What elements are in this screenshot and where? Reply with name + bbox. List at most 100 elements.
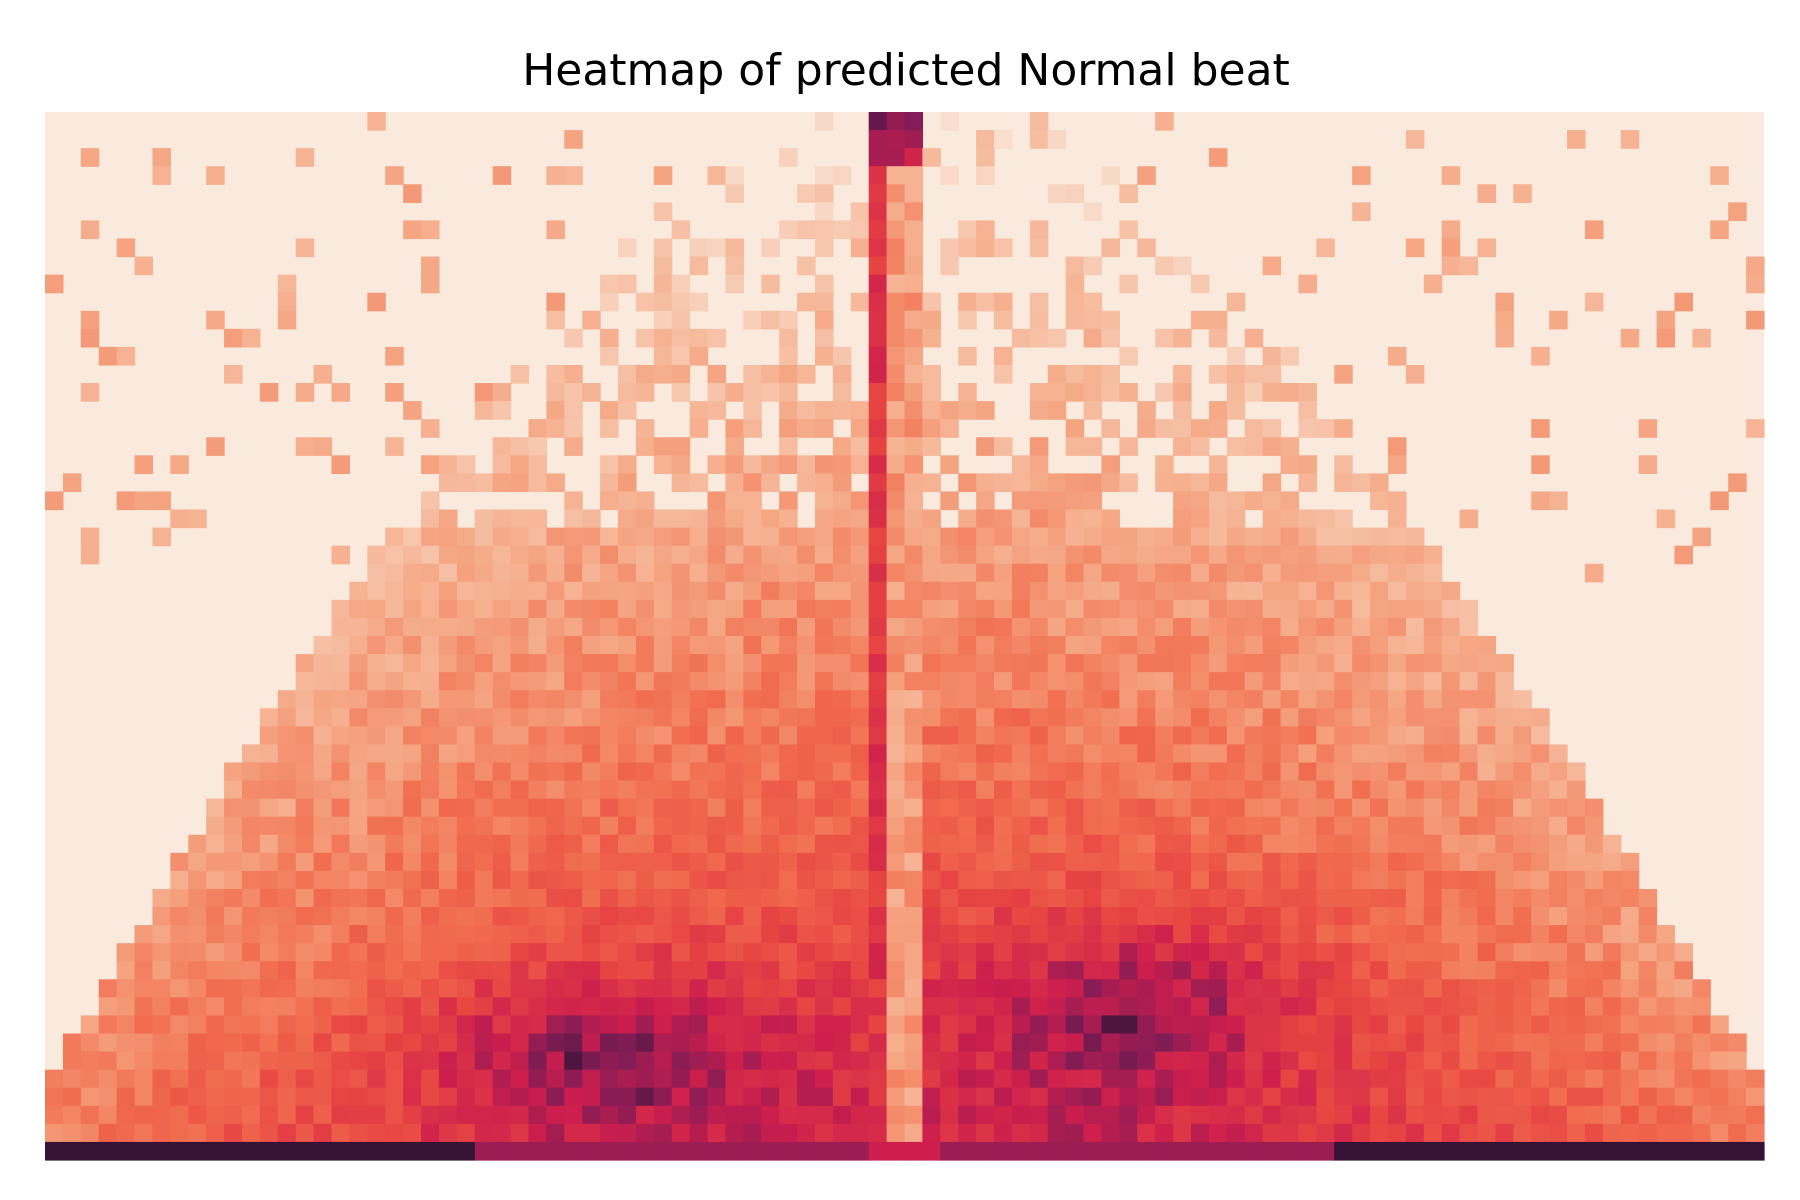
heatmap-cell [1370,527,1389,547]
heatmap-cell [797,870,816,890]
heatmap-cell [313,1123,333,1143]
heatmap-cell [653,527,673,547]
heatmap-cell [546,563,565,583]
heatmap-cell [1262,780,1282,800]
heatmap-cell [1567,798,1586,818]
heatmap-cell [1370,780,1389,800]
heatmap-cell [1226,852,1246,872]
heatmap-cell [170,455,189,474]
heatmap-cell [492,780,512,800]
heatmap-cell [510,852,530,872]
heatmap-cell [1101,383,1120,402]
heatmap-cell [635,599,655,619]
heatmap-cell [98,1015,118,1035]
heatmap-cell [1244,1015,1264,1035]
heatmap-cell [743,672,762,691]
heatmap-cell [904,473,924,493]
heatmap-cell [600,292,619,312]
heatmap-cell [259,1051,279,1071]
heatmap-cell [1531,979,1550,998]
heatmap-cell [725,1141,744,1161]
heatmap-cell [1405,997,1425,1017]
heatmap-cell [850,419,870,438]
heatmap-cell [1119,274,1138,294]
heatmap-cell [1531,1105,1550,1125]
heatmap-cell [1746,1069,1765,1089]
heatmap-cell [886,112,906,131]
heatmap-cell [385,581,404,601]
heatmap-cell [241,1105,261,1125]
heatmap-cell [814,599,834,619]
heatmap-cell [797,617,816,637]
heatmap-cell [832,473,852,493]
heatmap-cell [367,654,386,673]
heatmap-cell [1137,617,1156,637]
heatmap-cell [1226,1069,1246,1089]
heatmap-cell [904,852,924,872]
heatmap-cell [1244,979,1264,998]
heatmap-cell [385,834,404,854]
heatmap-cell [1155,834,1174,854]
heatmap-cell [940,762,959,782]
heatmap-cell [421,581,440,601]
heatmap-cell [922,383,941,402]
heatmap-cell [1334,617,1353,637]
heatmap-cell [976,148,995,167]
heatmap-cell [62,1051,82,1071]
heatmap-cell [1298,816,1317,836]
heatmap-cell [1173,943,1192,962]
heatmap-cell [116,943,136,962]
heatmap-cell [313,925,333,944]
heatmap-cell [779,1105,798,1125]
heatmap-cell [779,328,798,348]
heatmap-cell [868,419,888,438]
heatmap-cell [224,816,243,836]
heatmap-cell [868,798,888,818]
heatmap-cell [689,888,709,908]
heatmap-cell [1334,672,1353,691]
heatmap-cell [349,780,368,800]
heatmap-cell [259,907,279,926]
heatmap-cell [976,979,995,998]
heatmap-cell [385,1087,404,1107]
heatmap-cell [1047,672,1067,691]
heatmap-cell [725,545,744,565]
heatmap-cell [1065,708,1085,727]
heatmap-cell [1334,708,1353,727]
heatmap-cell [1441,672,1461,691]
heatmap-cell [349,599,368,619]
heatmap-cell [582,383,601,402]
heatmap-cell [1602,870,1622,890]
heatmap-cell [456,726,476,746]
heatmap-cell [1029,816,1049,836]
heatmap-cell [725,1105,744,1125]
heatmap-cell [510,961,530,980]
heatmap-cell [832,852,852,872]
heatmap-cell [385,527,404,547]
heatmap-cell [1173,979,1192,998]
heatmap-cell [206,834,225,854]
heatmap-cell [671,907,691,926]
heatmap-cell [1262,581,1282,601]
heatmap-cell [170,925,189,944]
heatmap-cell [438,834,458,854]
heatmap-cell [367,762,386,782]
heatmap-cell [1191,870,1210,890]
heatmap-cell [241,997,261,1017]
heatmap-cell [1065,292,1085,312]
heatmap-cell [1011,1123,1031,1143]
heatmap-cell [1459,816,1479,836]
heatmap-cell [206,1051,225,1071]
heatmap-cell [1065,798,1085,818]
heatmap-cell [707,654,727,673]
heatmap-cell [1244,364,1264,384]
heatmap-cell [1334,1141,1353,1161]
heatmap-cell [474,1069,494,1089]
heatmap-cell [779,744,798,764]
heatmap-cell [152,979,171,998]
heatmap-cell [600,346,619,366]
heatmap-cell [1549,1051,1568,1071]
heatmap-cell [1710,1123,1729,1143]
heatmap-cell [1280,780,1300,800]
heatmap-cell [1226,401,1246,420]
